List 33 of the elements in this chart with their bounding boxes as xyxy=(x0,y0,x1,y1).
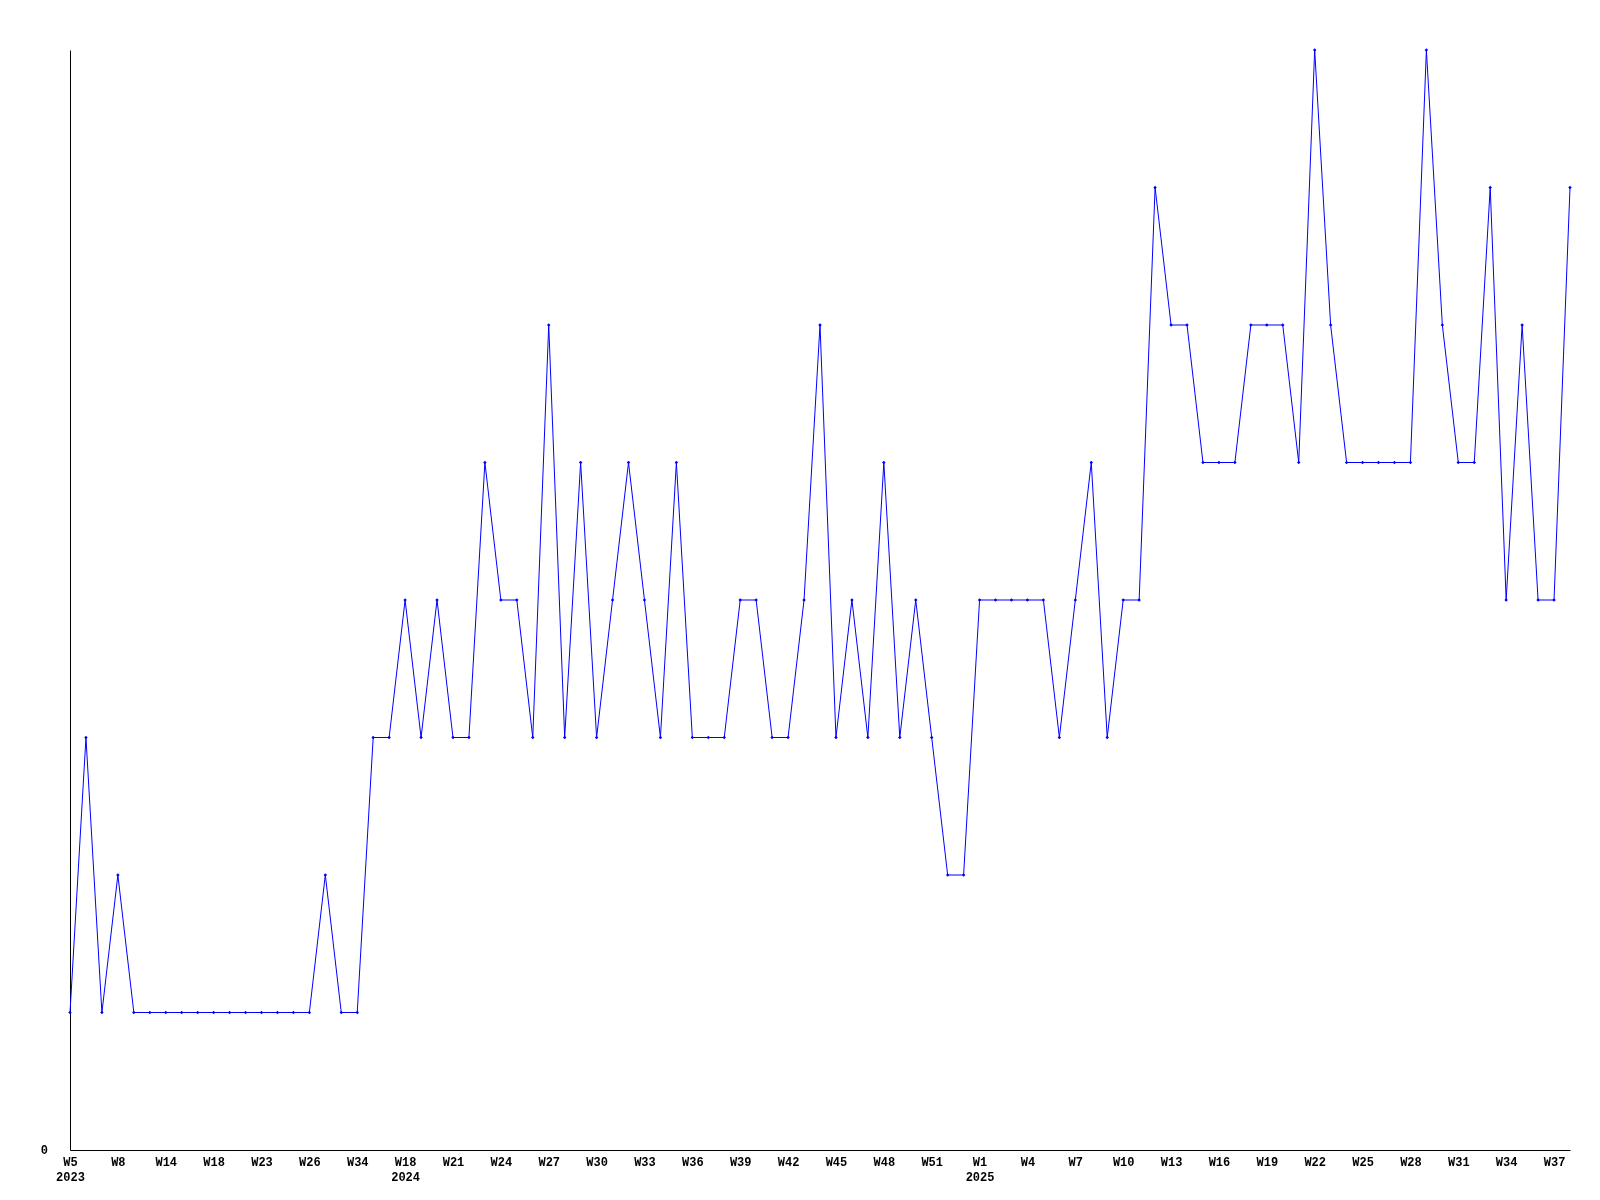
x-tick-label: W51 xyxy=(921,1155,944,1170)
x-tick-label: W34 xyxy=(346,1155,369,1170)
x-tick-label: W4 xyxy=(1020,1155,1036,1170)
x-tick-label: W18 2024 xyxy=(391,1155,421,1185)
x-tick-label: W1 2025 xyxy=(965,1155,995,1185)
x-tick-label: W10 xyxy=(1112,1155,1135,1170)
x-tick-label: W34 xyxy=(1495,1155,1518,1170)
x-tick-label: W7 xyxy=(1068,1155,1084,1170)
x-tick-label: W39 xyxy=(729,1155,752,1170)
x-tick-label: W25 xyxy=(1352,1155,1374,1170)
x-tick-label: W16 xyxy=(1208,1155,1231,1170)
x-tick-label: W48 xyxy=(873,1155,896,1170)
x-tick-label: W37 xyxy=(1543,1155,1566,1170)
x-tick-label: W19 xyxy=(1256,1155,1279,1170)
x-tick-label: W36 xyxy=(682,1155,704,1170)
x-tick-label: W13 xyxy=(1160,1155,1183,1170)
x-tick-label: W28 xyxy=(1400,1155,1422,1170)
x-tick-label: W33 xyxy=(634,1155,656,1170)
x-tick-label: W24 xyxy=(490,1155,513,1170)
x-tick-label: W42 xyxy=(777,1155,800,1170)
x-tick-label: W27 xyxy=(538,1155,561,1170)
x-tick-label: W31 xyxy=(1447,1155,1470,1170)
x-tick-label: W5 2023 xyxy=(56,1155,85,1185)
x-tick-label: W30 xyxy=(586,1155,608,1170)
x-tick-label: W23 xyxy=(251,1155,273,1170)
x-tick-label: W45 xyxy=(825,1155,848,1170)
x-tick-label: W14 xyxy=(155,1155,178,1170)
x-tick-label: W26 xyxy=(299,1155,321,1170)
text: 0 xyxy=(40,1144,48,1158)
x-tick-label: W21 xyxy=(442,1155,465,1170)
x-tick-label: W8 xyxy=(111,1155,126,1170)
x-tick-label: W22 xyxy=(1304,1155,1326,1170)
x-tick-label: W18 xyxy=(203,1155,225,1170)
